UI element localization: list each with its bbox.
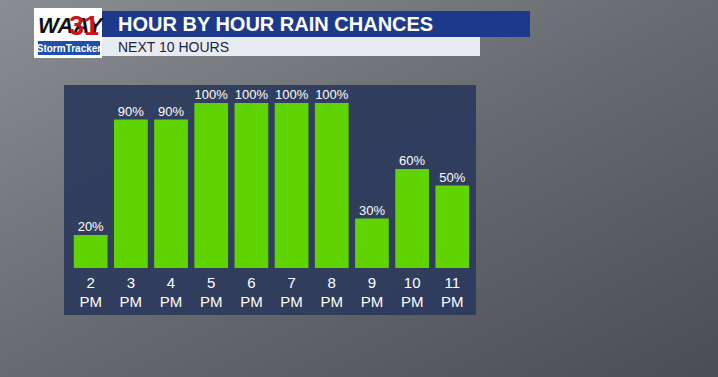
x-tick: 4PM — [160, 274, 183, 310]
x-tick-label: 9PM — [361, 274, 384, 310]
bar — [315, 103, 349, 268]
x-tick-label: 3PM — [120, 274, 143, 310]
bars — [74, 103, 469, 268]
data-label: 50% — [439, 170, 465, 185]
x-tick: 10PM — [401, 274, 424, 310]
bar — [435, 186, 469, 269]
x-tick: 11PM — [441, 274, 464, 310]
x-tick: 6PM — [240, 274, 263, 310]
plot-panel — [64, 85, 476, 315]
x-tick-label: 11PM — [441, 274, 464, 310]
x-tick: 7PM — [280, 274, 303, 310]
data-label: 90% — [118, 104, 144, 119]
data-label: 100% — [315, 87, 349, 102]
x-tick-label: 8PM — [321, 274, 344, 310]
x-tick-label: 4PM — [160, 274, 183, 310]
x-tick-label: 10PM — [401, 274, 424, 310]
bar — [194, 103, 228, 268]
data-labels: 20% 90% 90% 100% 100% 100% 100% 30% 60% 50% — [78, 87, 466, 234]
title-banner — [100, 11, 530, 37]
data-label: 100% — [195, 87, 229, 102]
bar — [114, 120, 148, 269]
x-tick-label: 6PM — [240, 274, 263, 310]
chart: WAAY31StormTrackerHOUR BY HOUR RAIN CHAN… — [0, 0, 718, 377]
x-axis: 2PM 3PM 4PM 5PM 6PM 7PM 8PM 9PM 10PM 11PM — [79, 274, 463, 310]
background — [0, 0, 718, 377]
subtitle: NEXT 10 HOURS — [118, 39, 229, 55]
bar — [74, 235, 108, 268]
bar — [395, 169, 429, 268]
x-tick: 9PM — [361, 274, 384, 310]
x-tick-label: 2PM — [79, 274, 102, 310]
x-tick: 5PM — [200, 274, 223, 310]
data-label: 90% — [158, 104, 184, 119]
title: HOUR BY HOUR RAIN CHANCES — [118, 13, 433, 35]
x-tick: 3PM — [120, 274, 143, 310]
data-label: 60% — [399, 153, 425, 168]
bar — [355, 219, 389, 269]
bar — [154, 120, 188, 269]
data-label: 100% — [235, 87, 269, 102]
data-label: 30% — [359, 203, 385, 218]
x-tick-label: 7PM — [280, 274, 303, 310]
subtitle-banner — [100, 37, 480, 56]
logo-subtext: StormTracker — [37, 43, 102, 54]
bar — [235, 103, 269, 268]
bar — [275, 103, 309, 268]
x-tick: 2PM — [79, 274, 102, 310]
logo-number: 31 — [69, 11, 99, 41]
data-label: 100% — [275, 87, 309, 102]
x-tick-label: 5PM — [200, 274, 223, 310]
x-tick: 8PM — [321, 274, 344, 310]
data-label: 20% — [78, 219, 104, 234]
